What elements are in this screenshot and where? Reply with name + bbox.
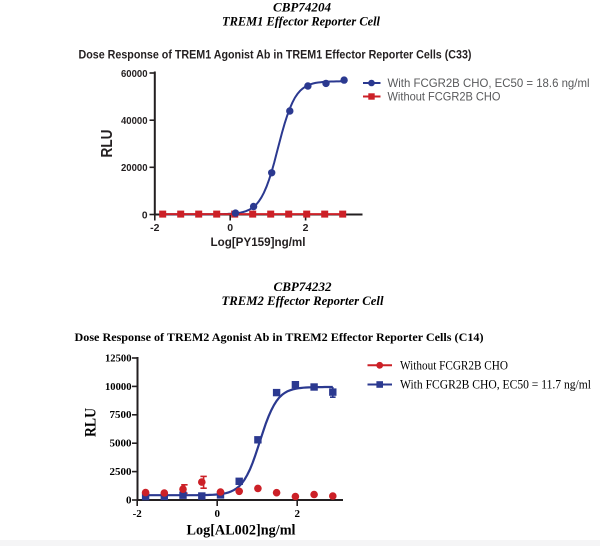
svg-text:Without FCGR2B CHO: Without FCGR2B CHO [400,358,508,373]
svg-text:60000: 60000 [121,69,148,80]
svg-text:RLU: RLU [83,408,100,437]
svg-text:TREM2 Effector Reporter Cell: TREM2 Effector Reporter Cell [222,294,385,308]
svg-text:Log[PY159]ng/ml: Log[PY159]ng/ml [211,235,306,249]
svg-text:7500: 7500 [110,409,133,421]
svg-text:2500: 2500 [110,466,133,478]
svg-text:With FCGR2B CHO, EC50 = 18.6 n: With FCGR2B CHO, EC50 = 18.6 ng/ml [388,76,590,90]
svg-text:0: 0 [227,222,233,234]
svg-text:40000: 40000 [121,116,148,127]
svg-text:20000: 20000 [121,163,148,174]
svg-text:0: 0 [126,494,132,506]
svg-text:10000: 10000 [105,381,132,393]
svg-text:RLU: RLU [99,130,116,158]
svg-text:-2: -2 [150,222,159,234]
svg-text:-2: -2 [133,508,143,520]
svg-text:2: 2 [303,222,309,234]
svg-text:TREM1 Effector Reporter Cell: TREM1 Effector Reporter Cell [222,15,381,29]
svg-text:5000: 5000 [110,438,133,450]
svg-text:Without FCGR2B CHO: Without FCGR2B CHO [388,89,501,103]
svg-text:With FCGR2B CHO, EC50 = 11.7 n: With FCGR2B CHO, EC50 = 11.7 ng/ml [400,377,591,392]
svg-text:CBP74232: CBP74232 [274,280,332,294]
svg-text:Dose Response of TREM1 Agonist: Dose Response of TREM1 Agonist Ab in TRE… [79,50,472,62]
svg-text:2: 2 [294,508,300,520]
svg-text:12500: 12500 [105,352,132,364]
svg-text:0: 0 [142,210,148,221]
svg-text:Log[AL002]ng/ml: Log[AL002]ng/ml [187,523,296,539]
svg-text:0: 0 [214,508,220,520]
svg-text:Dose Response of TREM2 Agonist: Dose Response of TREM2 Agonist Ab in TRE… [75,330,484,344]
svg-text:CBP74204: CBP74204 [273,1,331,15]
